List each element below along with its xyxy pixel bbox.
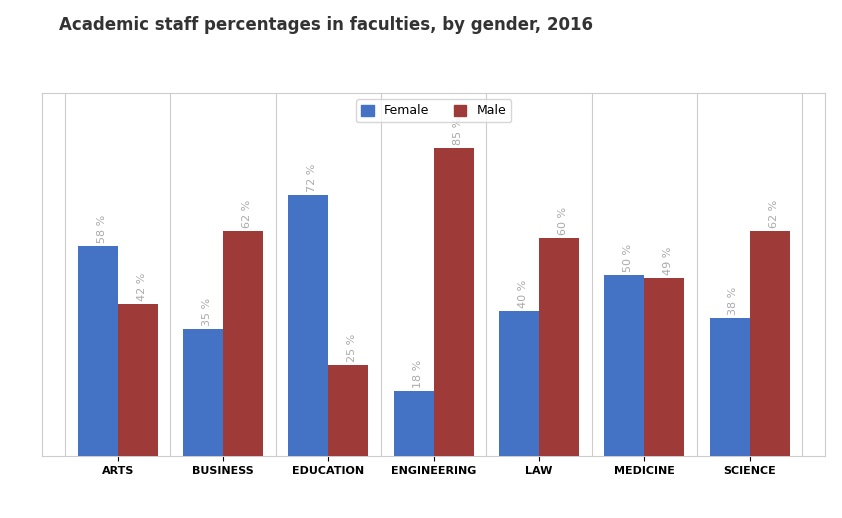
Text: 62 %: 62 %: [769, 200, 779, 228]
Text: 50 %: 50 %: [623, 243, 633, 271]
Bar: [393, 391, 434, 456]
Text: 60 %: 60 %: [558, 207, 568, 235]
Text: 35 %: 35 %: [202, 298, 212, 326]
Text: 18 %: 18 %: [413, 359, 423, 387]
Text: 42 %: 42 %: [136, 272, 147, 300]
Bar: [288, 195, 328, 456]
Bar: [499, 311, 539, 456]
Text: 58 %: 58 %: [97, 214, 107, 242]
Bar: [710, 318, 749, 456]
Bar: [539, 238, 579, 456]
Text: Academic staff percentages in faculties, by gender, 2016: Academic staff percentages in faculties,…: [59, 16, 593, 34]
Bar: [223, 231, 263, 456]
Bar: [644, 278, 685, 456]
Bar: [434, 148, 474, 456]
Text: 49 %: 49 %: [663, 247, 674, 275]
Bar: [605, 275, 644, 456]
Bar: [749, 231, 790, 456]
Bar: [77, 246, 118, 456]
Text: 38 %: 38 %: [728, 287, 738, 315]
Text: 85 %: 85 %: [453, 117, 462, 145]
Text: 25 %: 25 %: [347, 334, 357, 362]
Bar: [183, 329, 223, 456]
Text: 62 %: 62 %: [242, 200, 252, 228]
Bar: [118, 304, 157, 456]
Text: 40 %: 40 %: [518, 280, 528, 308]
Legend: Female, Male: Female, Male: [356, 99, 511, 122]
Text: 72 %: 72 %: [307, 164, 317, 192]
Bar: [328, 365, 368, 456]
